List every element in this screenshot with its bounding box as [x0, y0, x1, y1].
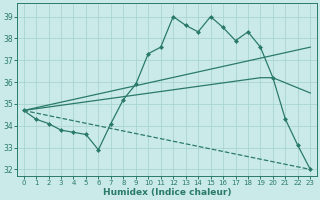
- X-axis label: Humidex (Indice chaleur): Humidex (Indice chaleur): [103, 188, 231, 197]
